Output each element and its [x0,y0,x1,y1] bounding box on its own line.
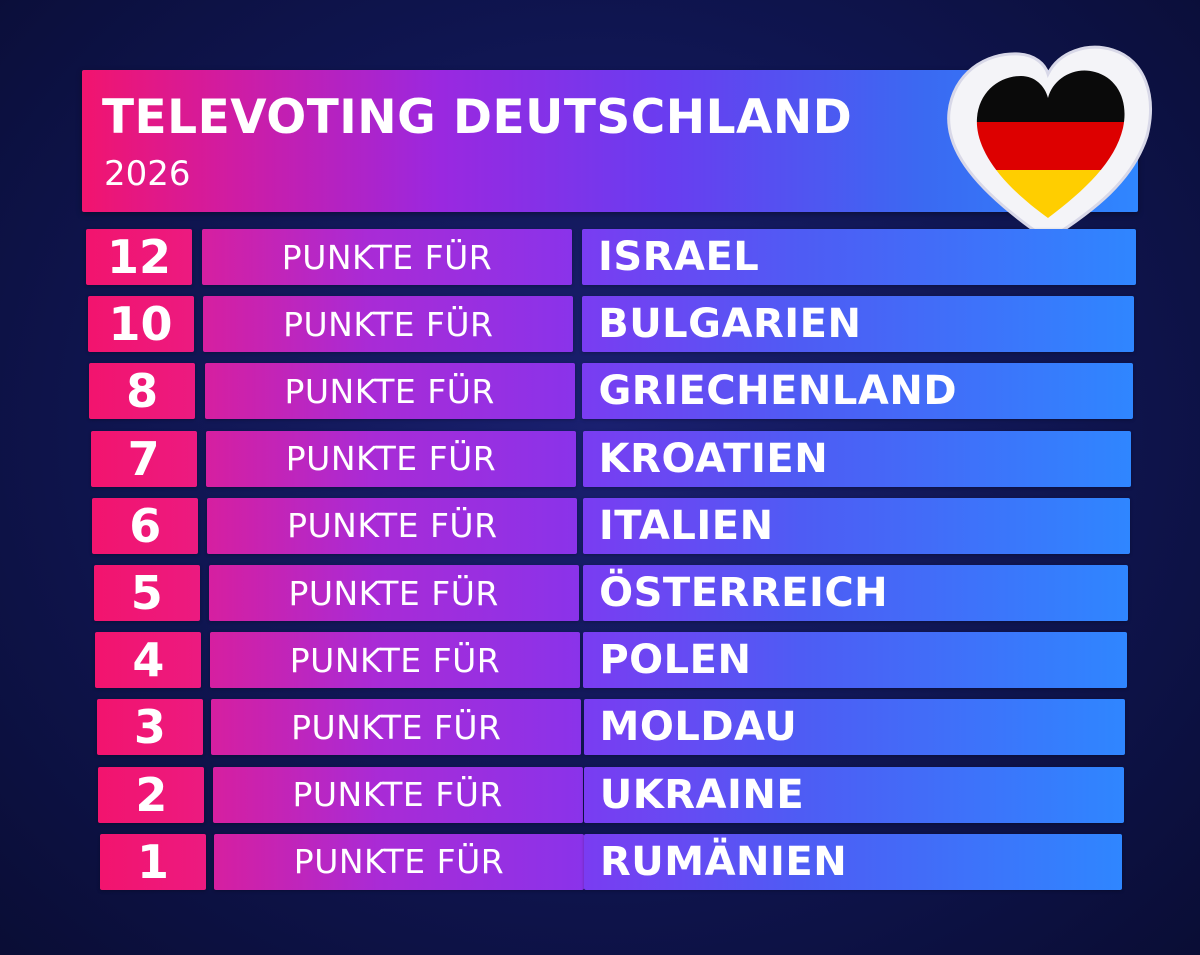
country-name: KROATIEN [582,430,1132,487]
points-value: 4 [95,632,202,689]
result-row: 5 PUNKTE FÜR ÖSTERREICH [93,565,1129,621]
country-name: UKRAINE [583,766,1124,823]
country-name: ÖSTERREICH [583,565,1129,621]
points-value: 3 [96,699,203,756]
country-name: BULGARIEN [582,296,1135,353]
points-label: PUNKTE FÜR [208,565,579,621]
points-label: PUNKTE FÜR [203,296,574,353]
country-name: RUMÄNIEN [584,833,1122,890]
page-title: TELEVOTING DEUTSCHLAND [102,90,853,145]
result-row: 7 PUNKTE FÜR KROATIEN [90,430,1132,487]
result-row: 1 PUNKTE FÜR RUMÄNIEN [100,833,1122,890]
points-value: 12 [86,229,192,285]
result-row: 12 PUNKTE FÜR ISRAEL [86,229,1136,285]
result-row: 4 PUNKTE FÜR POLEN [95,632,1127,689]
points-value: 5 [93,565,200,621]
points-label: PUNKTE FÜR [205,430,576,487]
points-value: 7 [90,430,197,487]
points-value: 10 [87,296,194,353]
points-value: 6 [92,497,199,554]
points-label: PUNKTE FÜR [212,766,583,823]
country-name: MOLDAU [583,699,1126,756]
points-label: PUNKTE FÜR [209,632,580,689]
points-value: 1 [100,833,206,890]
country-name: ITALIEN [582,497,1130,554]
points-label: PUNKTE FÜR [202,229,572,285]
points-label: PUNKTE FÜR [204,363,575,420]
country-name: ISRAEL [582,229,1136,285]
germany-flag-heart-icon [947,45,1152,242]
country-name: GRIECHENLAND [582,363,1133,420]
year-label: 2026 [104,154,191,194]
result-row: 3 PUNKTE FÜR MOLDAU [96,699,1126,756]
points-value: 8 [89,363,196,420]
points-value: 2 [98,766,205,823]
result-row: 6 PUNKTE FÜR ITALIEN [92,497,1130,554]
points-label: PUNKTE FÜR [207,497,578,554]
country-name: POLEN [583,632,1127,689]
result-row: 10 PUNKTE FÜR BULGARIEN [87,296,1135,353]
result-row: 8 PUNKTE FÜR GRIECHENLAND [89,363,1133,420]
result-row: 2 PUNKTE FÜR UKRAINE [98,766,1124,823]
points-label: PUNKTE FÜR [214,833,584,890]
points-label: PUNKTE FÜR [211,699,582,756]
